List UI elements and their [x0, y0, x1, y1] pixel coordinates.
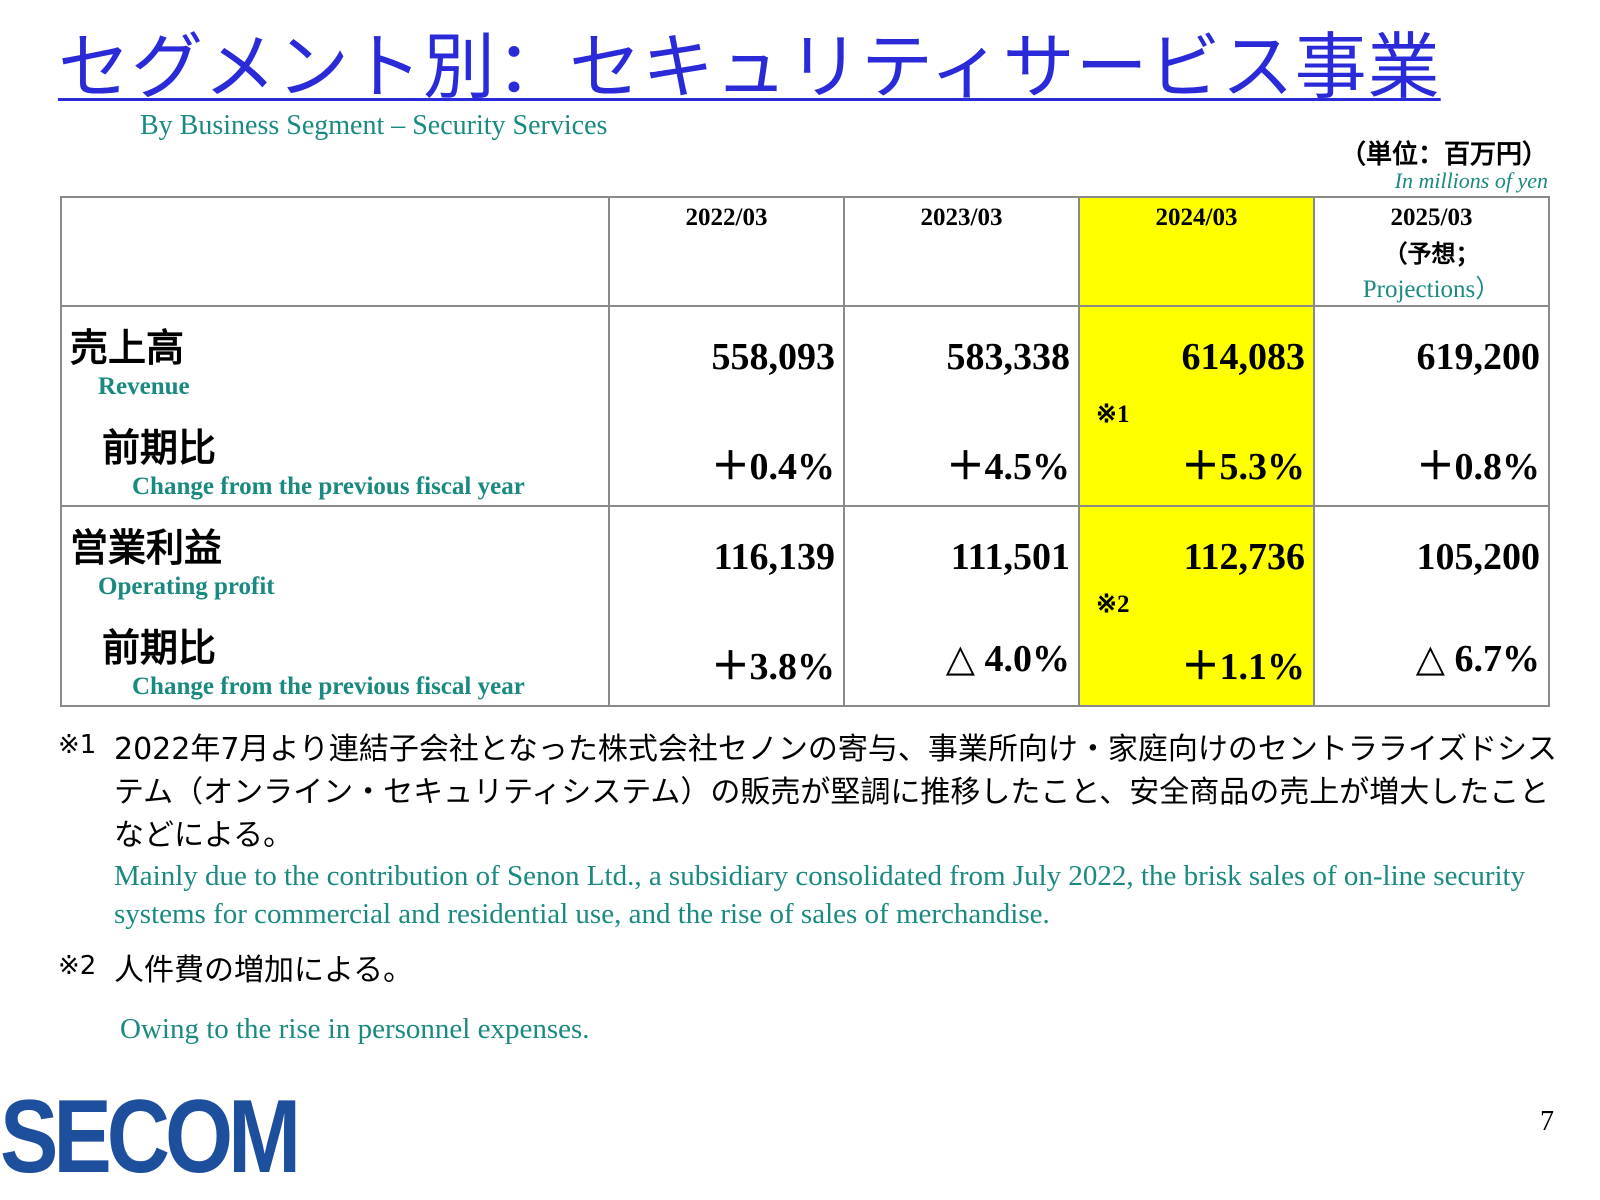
row-label-en: Revenue [98, 373, 190, 400]
value-cell-highlighted: 614,083 ※1 ＋5.3% [1078, 305, 1315, 507]
footnote-text-en: Mainly due to the contribution of Senon … [114, 860, 1526, 930]
profit-change: ＋1.1% [1181, 646, 1305, 688]
profit-value: 105,200 [1416, 536, 1541, 578]
page-subtitle: By Business Segment – Security Services [140, 110, 608, 141]
row-label-cell: 営業利益 Operating profit 前期比 Change from th… [60, 505, 610, 707]
note-marker: ※2 [1096, 591, 1130, 618]
unit-label-en: In millions of yen [1394, 168, 1548, 193]
change-label-en: Change from the previous fiscal year [132, 673, 525, 700]
revenue-value: 614,083 [1181, 336, 1306, 378]
change-label-en: Change from the previous fiscal year [132, 473, 525, 500]
revenue-value: 558,093 [711, 336, 836, 378]
column-header: 2022/03 [608, 196, 845, 307]
row-label-ja: 営業利益 [70, 526, 223, 570]
revenue-value: 583,338 [946, 336, 1071, 378]
profit-value: 116,139 [713, 536, 835, 578]
profit-value: 112,736 [1183, 536, 1305, 578]
profit-change: ＋3.8% [711, 646, 835, 688]
column-header: 2023/03 [843, 196, 1080, 307]
column-header-highlighted: 2024/03 [1078, 196, 1315, 307]
value-cell: 116,139 ＋3.8% [608, 505, 845, 707]
footnote-2: ※2 人件費の増加による。 Owing to the rise in perso… [58, 949, 1558, 1048]
logo-text: SECOM [0, 1086, 296, 1186]
revenue-change: ＋5.3% [1181, 446, 1305, 488]
footnote-text-ja: 2022年7月より連結子会社となった株式会社セノンの寄与、事業所向け・家庭向けの… [114, 732, 1558, 853]
segment-table: 2022/03 2023/03 2024/03 2025/03 （予想； Pro… [60, 196, 1550, 707]
footnote-text-ja: 人件費の増加による。 [114, 953, 414, 988]
row-label-en: Operating profit [98, 573, 275, 600]
profit-change: △ 6.7% [1415, 638, 1540, 680]
value-cell: 619,200 ＋0.8% [1313, 305, 1550, 507]
value-cell-highlighted: 112,736 ※2 ＋1.1% [1078, 505, 1315, 707]
table-header-row: 2022/03 2023/03 2024/03 2025/03 （予想； Pro… [60, 196, 1550, 307]
projection-label-ja: （予想； [1383, 242, 1480, 268]
column-header-projection: 2025/03 （予想； Projections） [1313, 196, 1550, 307]
revenue-change: ＋0.4% [711, 446, 835, 488]
revenue-change: ＋4.5% [946, 446, 1070, 488]
row-label-cell: 売上高 Revenue 前期比 Change from the previous… [60, 305, 610, 507]
table-row-revenue: 売上高 Revenue 前期比 Change from the previous… [60, 305, 1550, 507]
footnote-text-en: Owing to the rise in personnel expenses. [120, 1013, 590, 1045]
secom-logo: SECOM [0, 1086, 300, 1186]
footnotes: ※1 2022年7月より連結子会社となった株式会社セノンの寄与、事業所向け・家庭… [58, 728, 1558, 1048]
value-cell: 111,501 △ 4.0% [843, 505, 1080, 707]
revenue-value: 619,200 [1416, 336, 1541, 378]
value-cell: 105,200 △ 6.7% [1313, 505, 1550, 707]
revenue-change: ＋0.8% [1416, 446, 1540, 488]
header-empty-cell [60, 196, 610, 307]
footnote-mark: ※1 [58, 730, 97, 760]
note-marker: ※1 [1096, 401, 1130, 428]
table-row-operating-profit: 営業利益 Operating profit 前期比 Change from th… [60, 505, 1550, 707]
row-label-ja: 売上高 [70, 326, 185, 370]
page-number: 7 [1540, 1106, 1554, 1137]
change-label-ja: 前期比 [102, 426, 217, 470]
footnote-mark: ※2 [58, 951, 97, 981]
page-title: セグメント別：セキュリティサービス事業 [58, 25, 1441, 109]
projection-label-en: Projections） [1362, 276, 1501, 303]
footnote-1: ※1 2022年7月より連結子会社となった株式会社セノンの寄与、事業所向け・家庭… [58, 728, 1558, 933]
column-label: 2025/03 [1390, 204, 1473, 231]
value-cell: 583,338 ＋4.5% [843, 305, 1080, 507]
change-label-ja: 前期比 [102, 626, 217, 670]
profit-change: △ 4.0% [945, 638, 1070, 680]
unit-label-ja: （単位：百万円） [1339, 140, 1548, 170]
profit-value: 111,501 [950, 536, 1070, 578]
value-cell: 558,093 ＋0.4% [608, 305, 845, 507]
